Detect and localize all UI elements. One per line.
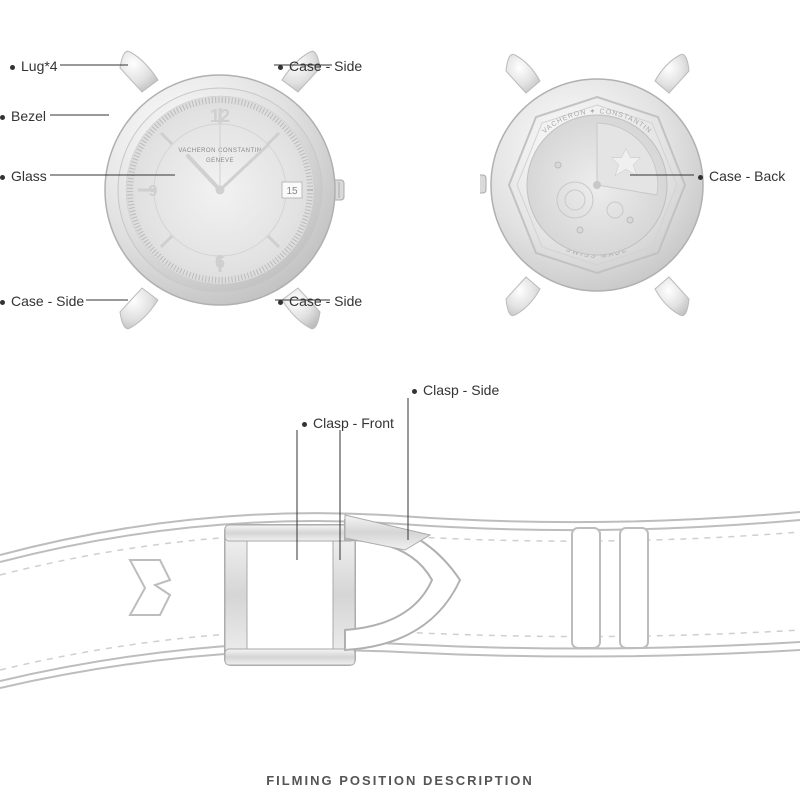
label-lug: Lug*4 [10,58,58,74]
diagram-canvas: 12 6 9 15 VACHERON CONSTANTIN GENEVE [0,0,800,800]
svg-text:6: 6 [215,252,225,272]
watch-back-illustration: VACHERON ✦ CONSTANTIN SWISS MADE [480,45,715,325]
label-case-back: Case - Back [698,168,785,184]
label-bezel: Bezel [0,108,46,124]
label-case-side-br: Case - Side [278,293,362,309]
label-clasp-side: Clasp - Side [412,382,499,398]
svg-text:9: 9 [149,183,158,200]
date-value: 15 [286,186,298,197]
strap-illustration [0,420,800,750]
label-clasp-front: Clasp - Front [302,415,394,431]
label-case-side-bl: Case - Side [0,293,84,309]
label-case-side-tr: Case - Side [278,58,362,74]
label-glass: Glass [0,168,47,184]
footer-title: FILMING POSITION DESCRIPTION [0,773,800,788]
